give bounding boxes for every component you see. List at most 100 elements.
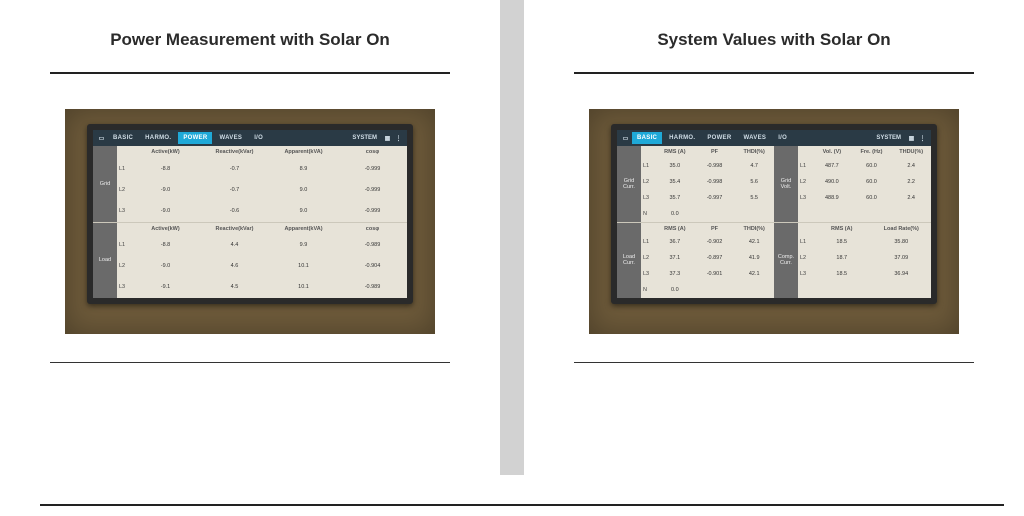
tab-power[interactable]: POWER (702, 132, 736, 144)
row-label: L1 (117, 158, 131, 179)
data-cell: 5.5 (734, 190, 774, 206)
tab-power[interactable]: POWER (178, 132, 212, 144)
data-cell: -9.0 (131, 200, 200, 221)
data-cell: 36.94 (872, 266, 932, 282)
col-header: Active(kW) (131, 146, 200, 158)
more-icon[interactable]: ⋮ (918, 135, 927, 142)
data-cell: 487.7 (812, 158, 852, 174)
tab-system[interactable]: SYSTEM (348, 132, 381, 144)
col-header: Load Rate(%) (872, 223, 932, 235)
data-cell: 37.3 (655, 266, 695, 282)
row-label: L3 (117, 200, 131, 221)
rowlabels: L1 L2 L3 N (641, 223, 655, 299)
data-cell: -0.997 (695, 190, 735, 206)
col-header: Apparent(kVA) (269, 146, 338, 158)
data-cell: 9.0 (269, 179, 338, 200)
data-cell: 4.6 (200, 256, 269, 277)
right-screen-body: Grid Curr. L1 L2 L3 N (617, 146, 931, 298)
col-header: Vol. (V) (812, 146, 852, 158)
row-label: L3 (117, 277, 131, 298)
data-cell: 42.1 (734, 266, 774, 282)
left-rule-bottom (50, 362, 450, 363)
data-cell: 4.7 (734, 158, 774, 174)
tab-system[interactable]: SYSTEM (872, 132, 905, 144)
data-cell: 18.5 (812, 266, 872, 282)
data-cell: 18.5 (812, 235, 872, 251)
data-cell: 60.0 (852, 190, 892, 206)
row-label: L1 (641, 235, 655, 251)
row-label: L3 (798, 266, 812, 282)
datagrid-grid: Active(kW) Reactive(kVar) Apparent(kVA) … (131, 146, 407, 222)
left-screen-body: Grid L1 L2 L3 Active(kW) Reactive(kVar) (93, 146, 407, 298)
datagrid-load: Active(kW) Reactive(kVar) Apparent(kVA) … (131, 223, 407, 299)
laptop-icon: ▭ (97, 135, 106, 142)
left-section-grid: Grid L1 L2 L3 Active(kW) Reactive(kVar) (93, 146, 407, 223)
data-cell: 37.09 (872, 250, 932, 266)
data-cell: 9.9 (269, 235, 338, 256)
col-header: RMS (A) (655, 223, 695, 235)
col-header: cosφ (338, 223, 407, 235)
col-header: Reactive(kVar) (200, 146, 269, 158)
right-device-photo: ▭ BASIC HARMO. POWER WAVES I/O SYSTEM ▦ … (589, 109, 959, 334)
right-tabbar: ▭ BASIC HARMO. POWER WAVES I/O SYSTEM ▦ … (617, 130, 931, 146)
rowlabels-load: L1 L2 L3 (117, 223, 131, 299)
left-device-screen: ▭ BASIC HARMO. POWER WAVES I/O SYSTEM ▦ … (93, 130, 407, 298)
data-cell: -0.7 (200, 158, 269, 179)
rowlabels: L1 L2 L3 N (641, 146, 655, 222)
data-cell: 60.0 (852, 174, 892, 190)
tab-io[interactable]: I/O (249, 132, 268, 144)
data-cell: -0.902 (695, 235, 735, 251)
row-label: L1 (798, 235, 812, 251)
data-cell: 488.9 (812, 190, 852, 206)
tab-harmo[interactable]: HARMO. (140, 132, 176, 144)
data-cell: -0.999 (338, 158, 407, 179)
data-cell: 5.6 (734, 174, 774, 190)
rowlabels: L1 L2 L3 (798, 146, 812, 222)
left-section-load: Load L1 L2 L3 Active(kW) Reactive(kVar) (93, 223, 407, 299)
left-panel-title: Power Measurement with Solar On (50, 30, 450, 50)
tab-waves[interactable]: WAVES (738, 132, 771, 144)
grid-icon[interactable]: ▦ (907, 135, 916, 142)
data-cell: 35.7 (655, 190, 695, 206)
row-label: L1 (641, 158, 655, 174)
tab-basic[interactable]: BASIC (108, 132, 138, 144)
col-header: Fre. (Hz) (852, 146, 892, 158)
data-cell: -0.989 (338, 277, 407, 298)
data-cell: 0.0 (655, 282, 695, 298)
col-header: THDI(%) (734, 223, 774, 235)
col-header: PF (695, 223, 735, 235)
data-cell (695, 206, 735, 222)
right-section-bottom: Load Curr. L1 L2 L3 N (617, 223, 931, 299)
data-cell: 60.0 (852, 158, 892, 174)
right-panel: System Values with Solar On ▭ BASIC HARM… (524, 0, 1024, 475)
data-cell: -0.989 (338, 235, 407, 256)
data-cell: 0.0 (655, 206, 695, 222)
data-cell: 490.0 (812, 174, 852, 190)
data-cell: -0.6 (200, 200, 269, 221)
data-cell: 8.9 (269, 158, 338, 179)
tab-io[interactable]: I/O (773, 132, 792, 144)
col-header: RMS (A) (812, 223, 872, 235)
col-header: RMS (A) (655, 146, 695, 158)
grid-icon[interactable]: ▦ (383, 135, 392, 142)
page-bottom-rule (40, 504, 1004, 506)
tab-harmo[interactable]: HARMO. (664, 132, 700, 144)
sidelabel-comp-curr: Comp. Curr. (774, 223, 798, 299)
right-rule-bottom (574, 362, 974, 363)
col-header: Active(kW) (131, 223, 200, 235)
sidelabel-grid: Grid (93, 146, 117, 222)
data-cell: 35.4 (655, 174, 695, 190)
tab-basic[interactable]: BASIC (632, 132, 662, 144)
right-panel-title: System Values with Solar On (574, 30, 974, 50)
right-device-bezel: ▭ BASIC HARMO. POWER WAVES I/O SYSTEM ▦ … (611, 124, 937, 304)
row-label: N (641, 206, 655, 222)
data-cell: -8.8 (131, 235, 200, 256)
tab-waves[interactable]: WAVES (214, 132, 247, 144)
row-label: L2 (117, 256, 131, 277)
data-cell: -0.897 (695, 250, 735, 266)
data-cell (734, 206, 774, 222)
more-icon[interactable]: ⋮ (394, 135, 403, 142)
col-header: Apparent(kVA) (269, 223, 338, 235)
data-cell: 10.1 (269, 277, 338, 298)
sidelabel-load: Load (93, 223, 117, 299)
